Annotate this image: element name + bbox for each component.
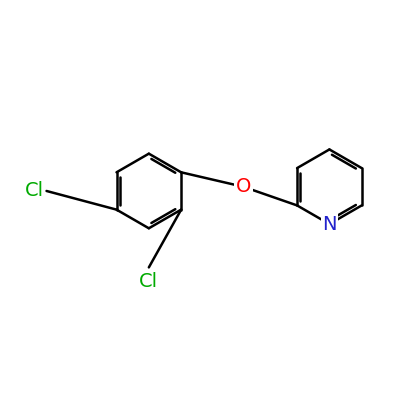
Text: N: N — [322, 214, 337, 234]
Text: O: O — [236, 177, 251, 196]
Text: Cl: Cl — [139, 272, 158, 291]
Text: Cl: Cl — [24, 182, 44, 200]
